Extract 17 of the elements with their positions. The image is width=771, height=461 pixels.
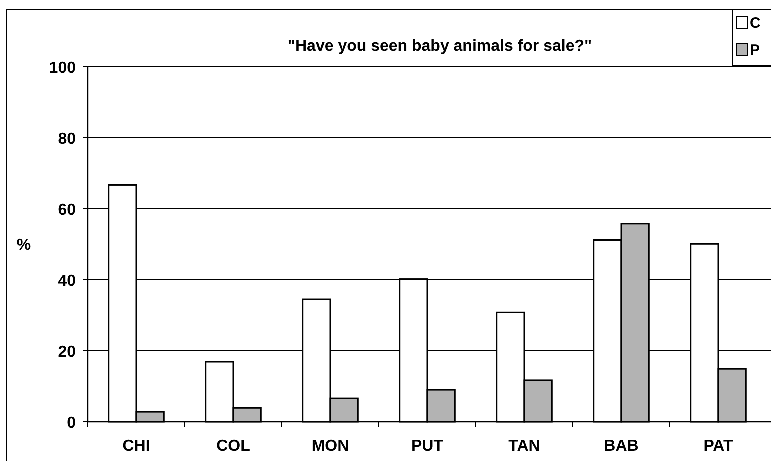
- y-tick-label: 100: [49, 60, 76, 77]
- x-tick-label: PUT: [412, 438, 444, 455]
- y-axis-title: %: [16, 237, 32, 254]
- x-tick-label: BAB: [604, 438, 639, 455]
- y-tick-label: 40: [58, 273, 76, 290]
- legend-label: P: [750, 42, 760, 59]
- x-tick-label: COL: [216, 438, 251, 455]
- x-tick-label: TAN: [508, 438, 540, 455]
- x-tick-label: MON: [312, 438, 350, 455]
- x-tick-label: PAT: [704, 438, 734, 455]
- y-tick-label: 0: [67, 415, 76, 432]
- legend-label: C: [750, 15, 761, 32]
- chart-title: "Have you seen baby animals for sale?": [288, 38, 592, 55]
- x-tick-label: CHI: [122, 438, 150, 455]
- y-tick-label: 20: [58, 344, 76, 361]
- y-tick-label: 60: [58, 202, 76, 219]
- y-tick-label: 80: [58, 131, 76, 148]
